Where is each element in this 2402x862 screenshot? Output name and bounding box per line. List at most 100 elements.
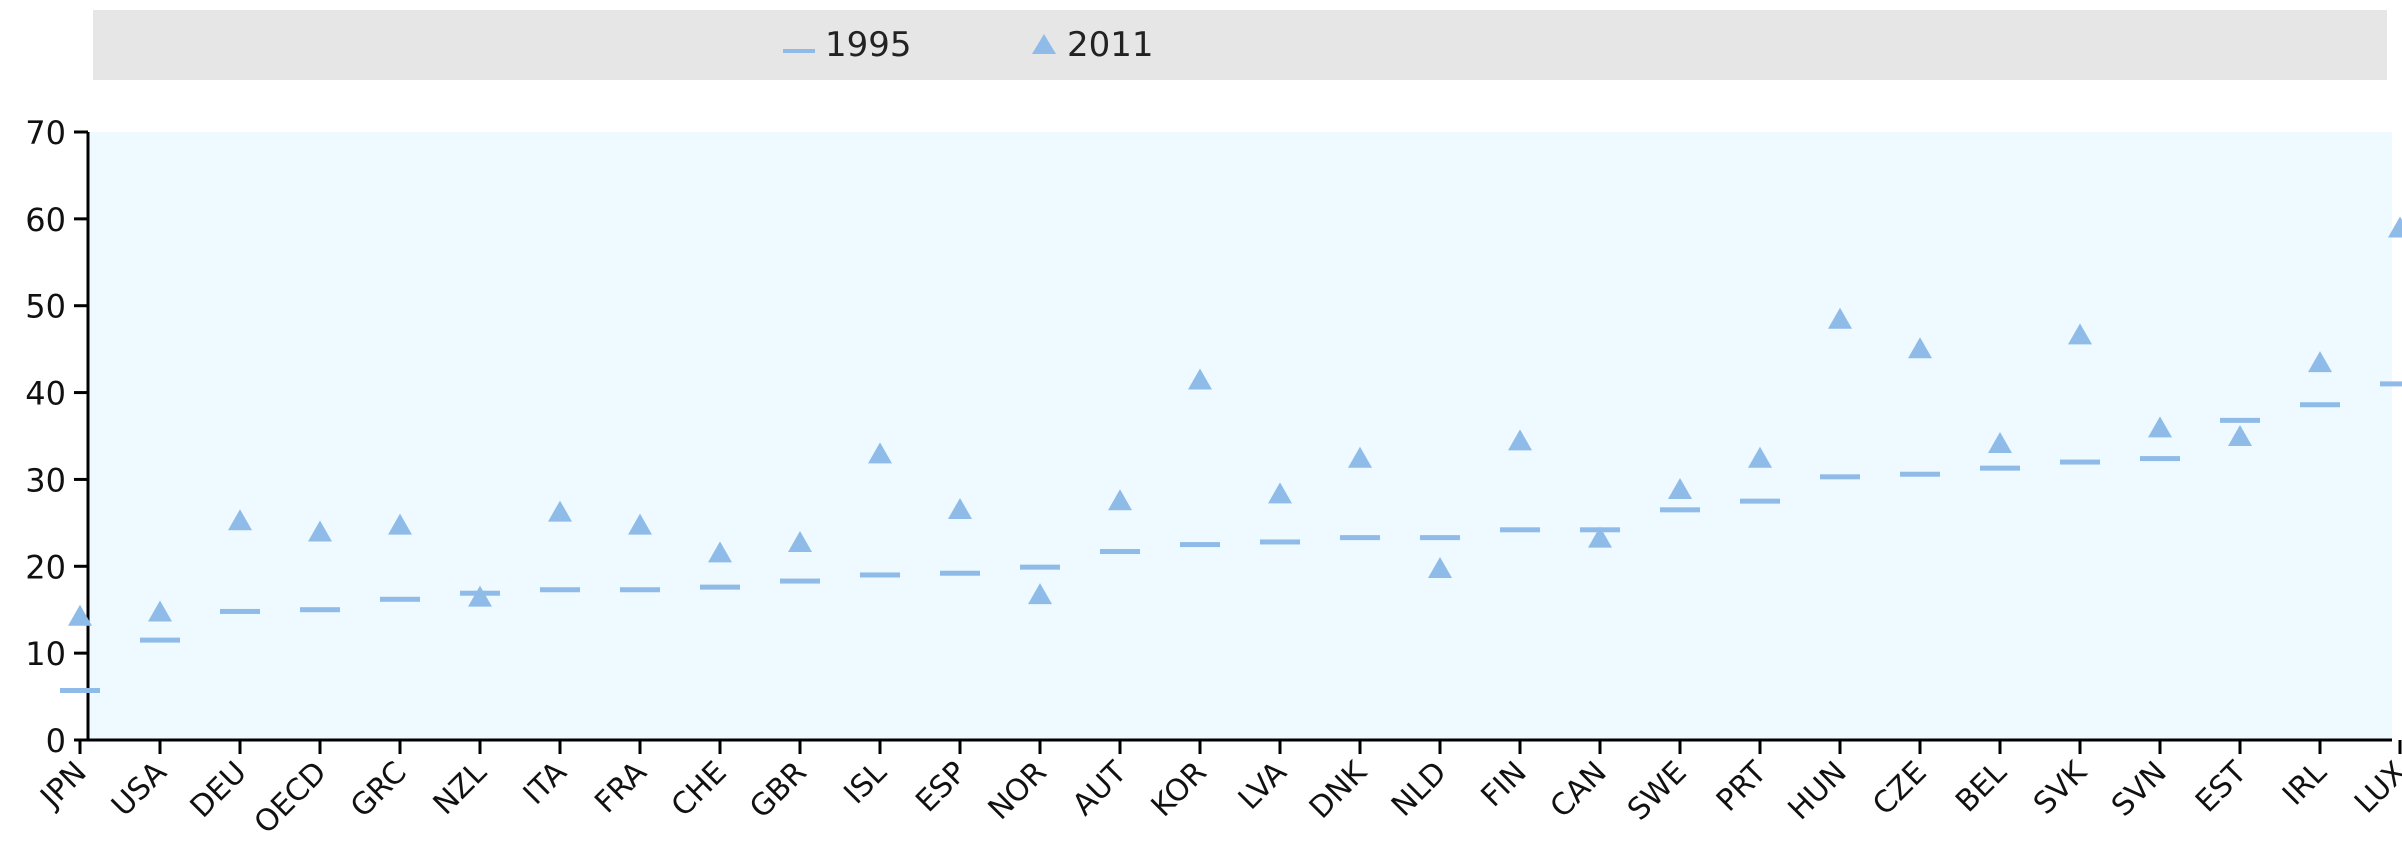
point-2011: [1588, 526, 1612, 548]
x-tick-label: OECD: [248, 755, 334, 841]
point-1995: [2220, 417, 2260, 423]
x-tick-label: LVA: [1232, 755, 1294, 817]
point-2011: [2308, 351, 2332, 373]
point-2011: [1028, 583, 1052, 605]
point-1995: [60, 687, 100, 693]
y-axis: 0 10 20 30 40 50 60 70: [25, 114, 90, 760]
point-1995: [860, 572, 900, 578]
x-tick-label: NZL: [427, 755, 494, 822]
point-1995: [380, 596, 420, 602]
point-2011: [788, 530, 812, 552]
point-2011: [308, 520, 332, 542]
point-2011: [868, 442, 892, 464]
y-tick-label: 40: [25, 375, 66, 413]
point-1995: [1340, 535, 1380, 541]
plot-area: [88, 132, 2392, 740]
x-tick-label: AUT: [1066, 754, 1134, 822]
point-2011: [1428, 557, 1452, 579]
x-tick-label: ITA: [517, 755, 574, 812]
point-2011: [1268, 482, 1292, 504]
point-1995: [1100, 549, 1140, 555]
x-tick-label: FRA: [588, 755, 654, 821]
x-tick-label: USA: [105, 755, 174, 824]
point-2011: [1188, 368, 1212, 390]
legend: 1995 2011: [93, 10, 2387, 80]
point-2011: [228, 509, 252, 531]
point-2011: [1668, 477, 1692, 499]
x-tick-label: DNK: [1303, 754, 1375, 826]
x-tick-label: CAN: [1544, 755, 1614, 825]
point-2011: [1828, 307, 1852, 329]
point-2011: [2388, 216, 2402, 238]
x-tick-label: GBR: [743, 755, 813, 825]
point-2011: [628, 513, 652, 535]
x-tick-label: HUN: [1782, 755, 1854, 827]
point-1995: [1260, 539, 1300, 545]
x-tick-label: BEL: [1949, 755, 2014, 820]
point-2011: [548, 500, 572, 522]
legend-label-1995: 1995: [825, 25, 912, 65]
point-1995: [1420, 535, 1460, 541]
point-2011: [1908, 337, 1932, 359]
point-1995: [2060, 459, 2100, 465]
point-1995: [780, 578, 820, 584]
point-1995: [540, 587, 580, 593]
x-tick-label: GRC: [344, 755, 414, 825]
x-tick-label: CZE: [1866, 755, 1934, 823]
point-2011: [948, 497, 972, 519]
point-1995: [1500, 527, 1540, 533]
point-2011: [68, 604, 92, 626]
point-1995: [620, 587, 660, 593]
point-2011: [708, 541, 732, 563]
y-tick-label: 10: [25, 635, 66, 673]
x-tick-label: ISL: [837, 755, 893, 811]
x-tick-label: ESP: [909, 755, 973, 819]
y-tick-label: 60: [25, 201, 66, 239]
legend-label-2011: 2011: [1067, 25, 1154, 65]
x-tick-label: SVK: [2027, 754, 2095, 822]
x-tick-label: CHE: [665, 755, 734, 824]
point-1995: [300, 607, 340, 613]
point-1995: [2300, 402, 2340, 408]
x-tick-label: SWE: [1621, 755, 1694, 828]
point-2011: [1348, 446, 1372, 468]
x-tick-label: SVN: [2105, 755, 2174, 824]
x-tick-label: DEU: [184, 755, 254, 825]
point-1995: [140, 637, 180, 643]
x-tick-label: KOR: [1145, 755, 1214, 824]
series-2011: [68, 216, 2402, 626]
triangle-marker-icon: [1031, 25, 1057, 65]
point-1995: [1900, 471, 1940, 477]
y-tick-label: 0: [46, 722, 66, 760]
x-tick-label: LUX: [2348, 755, 2402, 821]
point-1995: [1980, 465, 2020, 471]
point-2011: [2228, 425, 2252, 446]
point-1995: [1740, 498, 1780, 504]
point-2011: [1508, 429, 1532, 451]
legend-item-1995: 1995: [783, 10, 912, 80]
point-2011: [388, 513, 412, 535]
point-1995: [1820, 474, 1860, 480]
point-2011: [468, 585, 492, 607]
y-tick-label: 70: [25, 114, 66, 152]
y-tick-label: 50: [25, 288, 66, 326]
point-2011: [1748, 446, 1772, 468]
point-1995: [1180, 542, 1220, 548]
point-2011: [2068, 323, 2092, 345]
point-1995: [2380, 381, 2402, 387]
point-1995: [1020, 564, 1060, 570]
x-tick-label: PRT: [1710, 754, 1774, 818]
point-2011: [148, 600, 172, 622]
x-tick-label: JPN: [33, 755, 94, 816]
x-tick-label: EST: [2189, 754, 2254, 819]
x-tick-label: NOR: [982, 755, 1054, 827]
y-tick-label: 20: [25, 548, 66, 586]
point-2011: [1988, 431, 2012, 453]
point-1995: [940, 570, 980, 576]
x-tick-label: IRL: [2276, 755, 2334, 813]
y-tick-label: 30: [25, 461, 66, 499]
point-2011: [1108, 489, 1132, 511]
point-1995: [220, 608, 260, 614]
point-1995: [700, 584, 740, 590]
